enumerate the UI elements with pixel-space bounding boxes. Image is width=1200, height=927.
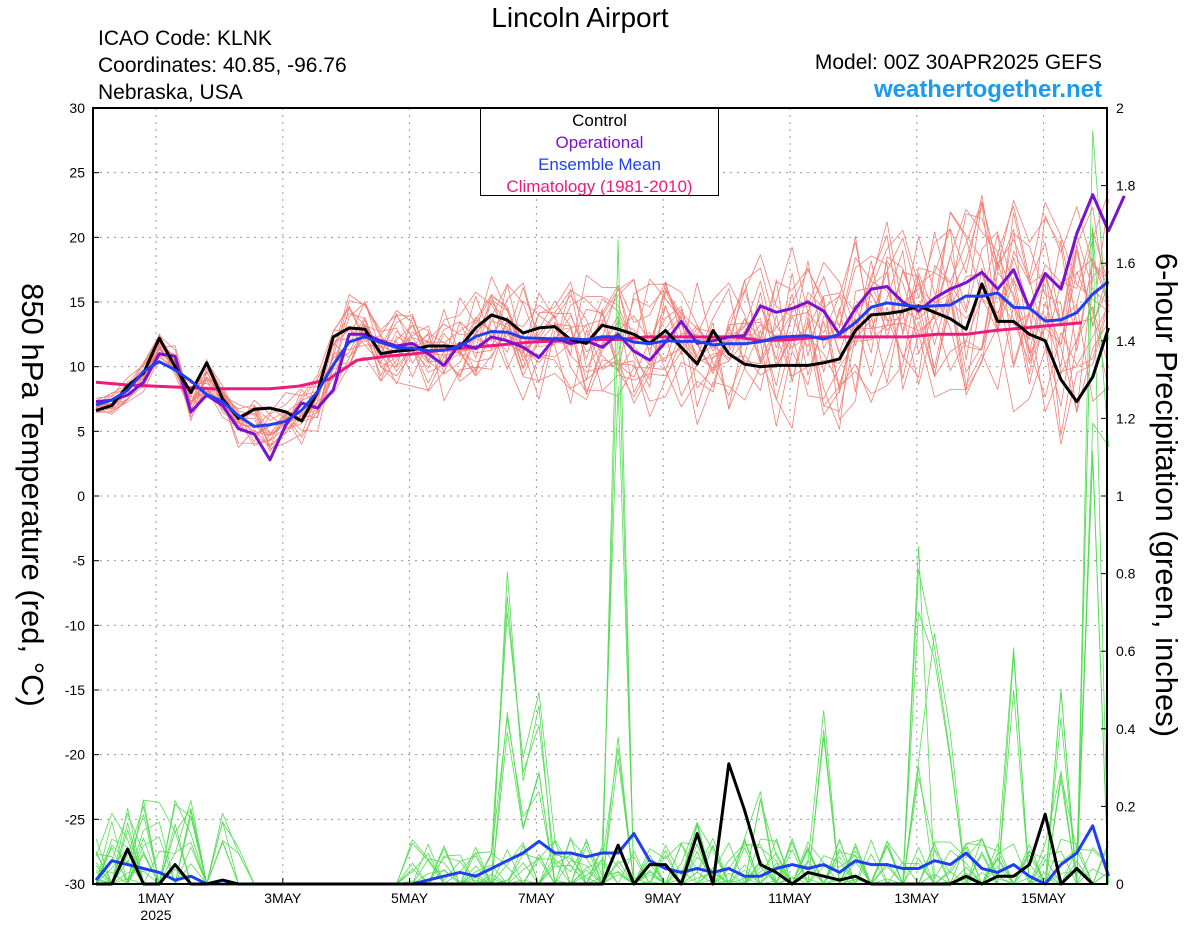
y-tick-label: 25 bbox=[69, 165, 85, 181]
y-right-tick-label: 0.6 bbox=[1116, 643, 1136, 659]
y-tick-label: 5 bbox=[77, 423, 85, 439]
y-right-tick-label: 2 bbox=[1116, 100, 1124, 116]
x-tick-label: 3MAY bbox=[264, 890, 302, 906]
control-temperature-line bbox=[95, 282, 1110, 423]
precipitation-member-line bbox=[95, 457, 1109, 885]
temperature-member-line bbox=[95, 213, 1109, 452]
y-right-tick-label: 0 bbox=[1116, 876, 1124, 892]
y-right-tick-label: 1.6 bbox=[1116, 255, 1136, 271]
legend-ensemble-mean: Ensemble Mean bbox=[538, 155, 661, 174]
x-tick-label: 11MAY bbox=[768, 890, 812, 906]
legend-climatology: Climatology (1981-2010) bbox=[506, 177, 693, 196]
y-tick-label: 20 bbox=[69, 229, 85, 245]
y-tick-label: 10 bbox=[69, 359, 85, 375]
site-credit: weathertogether.net bbox=[873, 76, 1102, 103]
y-right-tick-label: 1 bbox=[1116, 488, 1124, 504]
precipitation-member-line bbox=[95, 422, 1109, 885]
station-region: Nebraska, USA bbox=[98, 81, 243, 104]
y-right-tick-label: 0.4 bbox=[1116, 721, 1136, 737]
x-tick-label: 1MAY bbox=[137, 890, 175, 906]
precipitation-member-line bbox=[95, 130, 1109, 885]
y-tick-label: -25 bbox=[65, 811, 85, 827]
temperature-member-line bbox=[95, 202, 1109, 445]
x-tick-year-label: 2025 bbox=[140, 907, 171, 923]
y-tick-label: -10 bbox=[65, 617, 85, 633]
legend-operational: Operational bbox=[555, 133, 644, 152]
y-tick-label: 15 bbox=[69, 294, 85, 310]
model-run-label: Model: 00Z 30APR2025 GEFS bbox=[814, 51, 1102, 74]
y-axis-label-left: 850 hPa Temperature (red, °C) bbox=[15, 283, 50, 707]
y-tick-label: -20 bbox=[65, 747, 85, 763]
y-tick-label: -15 bbox=[65, 682, 85, 698]
temperature-member-line bbox=[95, 250, 1109, 423]
x-tick-label: 5MAY bbox=[391, 890, 429, 906]
x-tick-label: 13MAY bbox=[894, 890, 940, 906]
temperature-member-line bbox=[95, 212, 1109, 429]
y-tick-label: -30 bbox=[65, 876, 85, 892]
y-tick-label: 30 bbox=[69, 100, 85, 116]
station-icao-code: ICAO Code: KLNK bbox=[98, 27, 272, 50]
grid-lines bbox=[93, 108, 1107, 884]
temperature-member-line bbox=[95, 234, 1109, 446]
temperature-member-line bbox=[95, 199, 1109, 446]
legend-control: Control bbox=[572, 111, 627, 130]
x-tick-label: 9MAY bbox=[645, 890, 683, 906]
ensemble-mean-temperature-line bbox=[95, 280, 1110, 428]
y-right-tick-label: 1.2 bbox=[1116, 410, 1136, 426]
station-coordinates: Coordinates: 40.85, -96.76 bbox=[98, 54, 347, 77]
chart-title: Lincoln Airport bbox=[491, 2, 669, 33]
y-right-tick-label: 1.4 bbox=[1116, 333, 1136, 349]
chart-legend: Control Operational Ensemble Mean Climat… bbox=[480, 108, 719, 196]
y-right-tick-label: 1.8 bbox=[1116, 178, 1136, 194]
x-tick-label: 7MAY bbox=[518, 890, 556, 906]
axis-ticks: 302520151050-5-10-15-20-25-3021.81.61.41… bbox=[65, 100, 1136, 923]
y-right-tick-label: 0.2 bbox=[1116, 798, 1136, 814]
temperature-member-line bbox=[95, 203, 1109, 446]
x-tick-label: 15MAY bbox=[1021, 890, 1067, 906]
y-axis-label-right: 6-hour Precipitation (green, inches) bbox=[1149, 252, 1184, 738]
y-tick-label: 0 bbox=[77, 488, 85, 504]
y-tick-label: -5 bbox=[73, 553, 86, 569]
ensemble-members-precipitation bbox=[95, 130, 1109, 885]
operational-temperature-line bbox=[95, 193, 1126, 462]
y-right-tick-label: 0.8 bbox=[1116, 566, 1136, 582]
